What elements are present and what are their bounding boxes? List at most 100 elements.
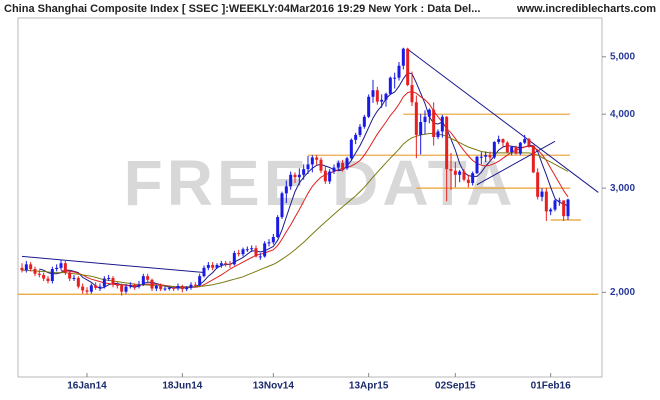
candle-body (453, 170, 457, 175)
candle-body (228, 263, 232, 265)
candle-body (154, 285, 158, 289)
candle-body (202, 267, 206, 277)
source: www.incrediblecharts.com (516, 3, 656, 15)
candle-body (436, 131, 440, 138)
candle-body (501, 139, 505, 143)
candle-body (50, 269, 54, 282)
candle-body (466, 179, 470, 184)
candle-body (211, 264, 215, 268)
candle-body (427, 109, 431, 117)
candle-body (284, 186, 288, 194)
candle-body (310, 157, 314, 165)
candle-body (475, 156, 479, 174)
candle-body (276, 217, 280, 238)
candle-body (549, 209, 553, 212)
candle-body (115, 284, 119, 286)
candle-body (341, 162, 345, 169)
candle-body (544, 191, 548, 212)
candle-body (432, 109, 436, 138)
candle-body (315, 157, 319, 160)
candle-body (55, 267, 59, 270)
candle-body (488, 155, 492, 158)
candle-body (33, 269, 37, 274)
candle-body (497, 139, 501, 142)
candle-body (185, 287, 189, 290)
candle-body (206, 264, 210, 268)
candle-body (323, 170, 327, 182)
candle-body (237, 253, 241, 255)
candle-body (258, 256, 262, 258)
candle-body (267, 242, 271, 244)
candle-body (189, 284, 193, 288)
candle-body (219, 263, 223, 265)
candle-body (107, 277, 111, 279)
candle-body (76, 277, 80, 287)
candle-body (102, 278, 106, 287)
candle-body (150, 279, 154, 289)
candle-body (397, 65, 401, 78)
candle-body (562, 200, 566, 217)
candle-body (362, 116, 366, 127)
candle-body (423, 116, 427, 123)
candle-body (111, 277, 115, 285)
y-tick-label: 5,000 (610, 51, 635, 62)
candle-body (553, 200, 557, 210)
candle-body (176, 285, 180, 289)
candle-body (302, 169, 306, 175)
candle-body (81, 286, 85, 291)
plot-frame (17, 17, 603, 378)
trendline (476, 140, 556, 186)
y-tick-label: 3,000 (610, 183, 635, 194)
candle-body (345, 158, 349, 169)
candle-body (163, 288, 167, 290)
candle-body (24, 264, 28, 271)
candle-body (59, 263, 63, 268)
y-tick-label: 2,000 (610, 287, 635, 298)
candle-body (72, 277, 76, 279)
candle-body (354, 134, 358, 140)
candle-body (241, 249, 245, 255)
candle-body (540, 191, 544, 197)
candle-body (172, 287, 176, 289)
candle-body (358, 126, 362, 135)
candle-body (492, 141, 496, 158)
candle-body (250, 248, 254, 250)
candle-body (98, 286, 102, 288)
candle-body (263, 243, 267, 257)
candle-body (328, 171, 332, 182)
x-tick-label: 01Feb16 (531, 381, 571, 392)
candle-body (297, 174, 301, 178)
candle-body (445, 116, 449, 170)
candle-body (514, 147, 518, 154)
candle-body (224, 263, 228, 265)
candle-body (367, 96, 371, 117)
candle-body (380, 99, 384, 102)
candle-body (419, 122, 423, 135)
candle-body (37, 273, 41, 275)
candle-body (462, 171, 466, 180)
candle-body (271, 237, 275, 243)
candle-body (484, 155, 488, 157)
candle-body (505, 142, 509, 153)
candle-body (384, 93, 388, 100)
candle-body (137, 284, 141, 287)
candle-body (557, 200, 561, 202)
candle-body (371, 90, 375, 97)
candle-body (406, 48, 410, 86)
x-tick-label: 13Apr15 (349, 381, 389, 392)
candle-body (124, 286, 128, 292)
candle-body (401, 48, 405, 66)
candle-body (510, 147, 514, 153)
candle-body (289, 174, 293, 187)
candle-body (245, 249, 249, 251)
candle-body (120, 285, 124, 292)
candle-body (68, 272, 72, 279)
candle-body (523, 139, 527, 143)
candle-body (133, 285, 137, 287)
candle-body (375, 90, 379, 102)
trendline (407, 48, 599, 193)
candle-body (63, 263, 67, 273)
candle-body (167, 287, 171, 289)
